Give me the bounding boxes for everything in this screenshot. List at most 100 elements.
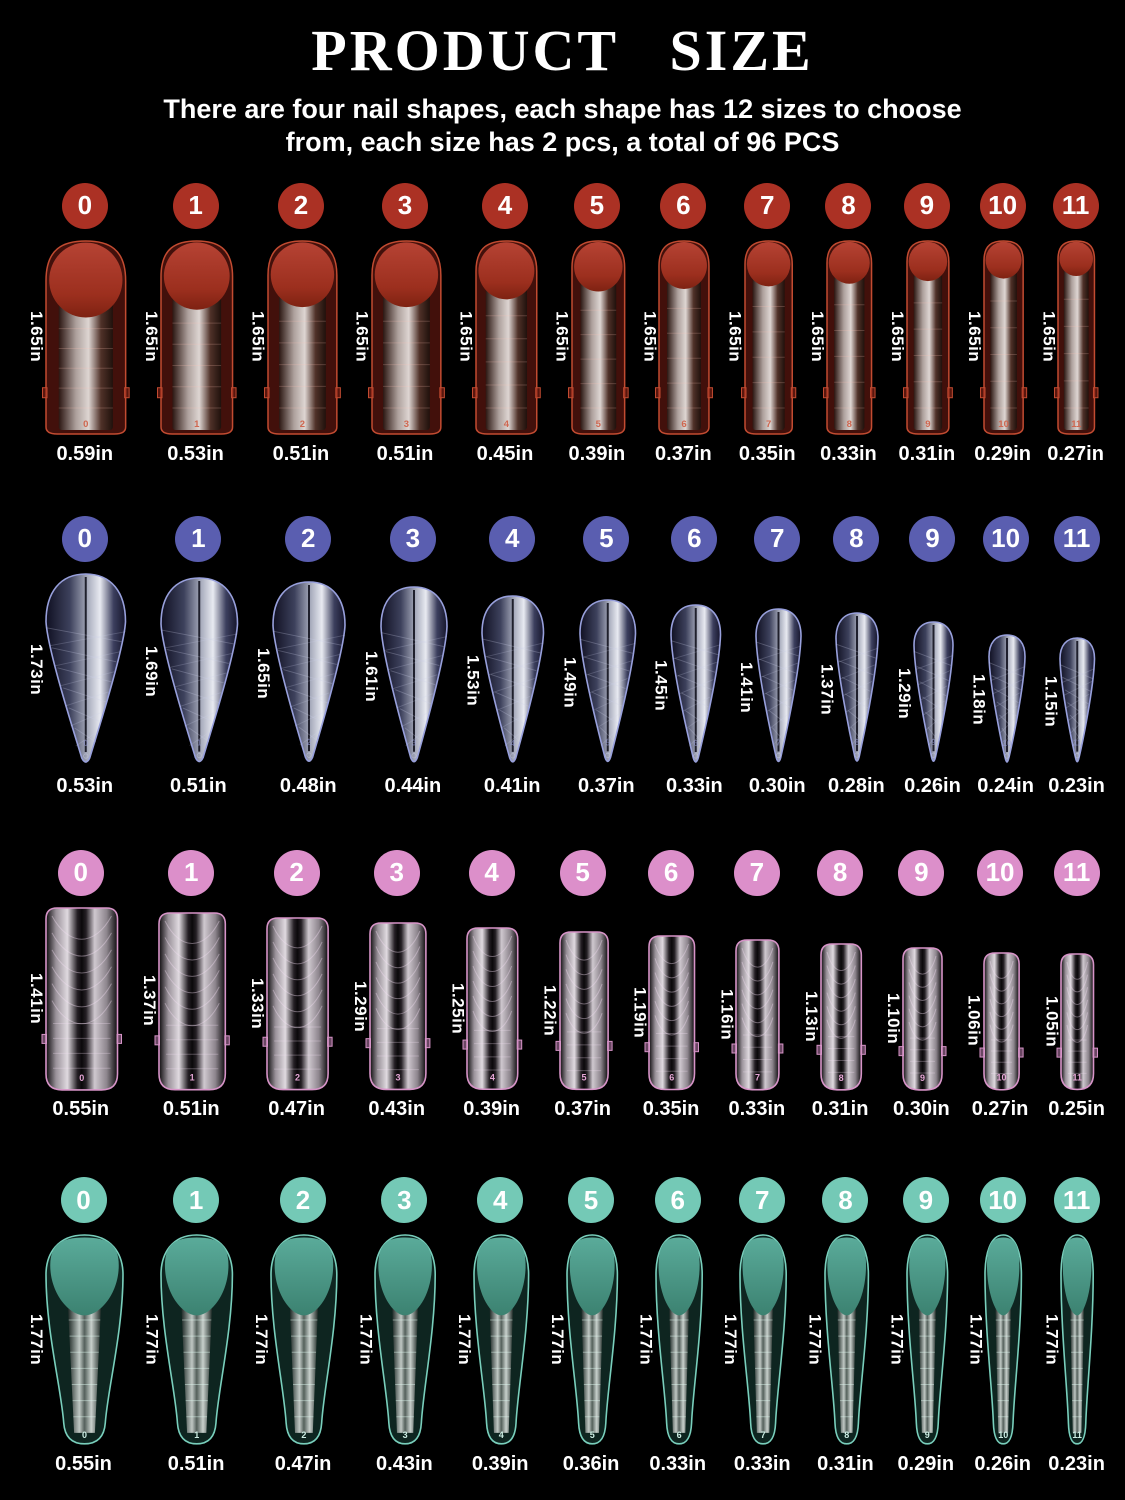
size-column: 10 1.06in 10 0.27in xyxy=(962,849,1028,1122)
size-column: 10 1.65in 10 0.29in xyxy=(962,182,1031,466)
nail-length-label: 1.61in xyxy=(361,650,381,702)
svg-text:11: 11 xyxy=(1073,1072,1083,1082)
nail-length-label: 1.77in xyxy=(1042,1314,1062,1366)
nail-with-length: 1.65in 2 xyxy=(246,239,341,435)
svg-text:11: 11 xyxy=(1073,1430,1083,1440)
square-dual-form-nail-icon: 10 xyxy=(979,951,1024,1091)
svg-text:6: 6 xyxy=(682,419,687,430)
nail-length-label: 1.29in xyxy=(350,980,370,1032)
size-number-badge: 4 xyxy=(468,849,515,896)
round-top-dual-form-nail-icon: 9 xyxy=(902,239,953,435)
stiletto-dual-form-nail-icon: 3 xyxy=(380,586,448,766)
nail-with-length: 1.77in 9 xyxy=(885,1234,948,1446)
nail-width-label: 0.35in xyxy=(738,442,796,465)
svg-text:10: 10 xyxy=(1002,739,1011,748)
svg-text:6: 6 xyxy=(670,1072,675,1082)
nail-with-length: 1.18in 10 xyxy=(967,633,1026,766)
size-column: 2 1.65in 2 0.48in xyxy=(251,515,347,798)
size-column: 11 1.15in 11 0.23in xyxy=(1038,515,1105,798)
size-number-badge: 8 xyxy=(817,849,864,896)
nail-length-label: 1.33in xyxy=(248,978,268,1030)
size-number-badge: 0 xyxy=(61,515,108,562)
size-column: 6 1.65in 6 0.37in xyxy=(637,182,714,466)
round-top-dual-form-nail-icon: 0 xyxy=(42,239,130,435)
nail-length-label: 1.65in xyxy=(725,311,745,363)
size-number-badge: 0 xyxy=(60,1177,107,1224)
size-number-badge: 11 xyxy=(1053,1177,1100,1224)
size-number-badge: 8 xyxy=(825,182,872,229)
nail-width-label: 0.51in xyxy=(376,442,434,465)
nail-with-length: 1.37in 1 xyxy=(137,911,230,1091)
svg-text:10: 10 xyxy=(998,419,1009,430)
nail-with-length: 1.73in 0 xyxy=(24,572,127,766)
svg-text:0: 0 xyxy=(82,1430,87,1440)
nail-with-length: 1.77in 2 xyxy=(249,1234,338,1446)
size-row-round: 0 1.65in 0 0.59in 1 1.65in 1 0.53in 2 1.65in 2 0.51… xyxy=(0,182,1125,466)
nail-width-label: 0.29in xyxy=(897,1453,955,1476)
size-column: 3 1.61in 3 0.44in xyxy=(359,515,448,798)
svg-text:1: 1 xyxy=(197,739,202,748)
stiletto-dual-form-nail-icon: 4 xyxy=(481,594,545,766)
nail-with-length: 1.65in 0 xyxy=(24,239,130,435)
nail-length-label: 1.69in xyxy=(142,646,162,698)
size-row-duck: 0 1.77in 0 0.55in 1 1.77in 1 0.51in 2 1.77in 2 0.47… xyxy=(0,1177,1125,1476)
size-column: 5 1.77in 5 0.36in xyxy=(545,1177,619,1476)
nail-width-label: 0.43in xyxy=(376,1453,433,1476)
size-number-badge: 7 xyxy=(733,849,780,896)
stiletto-dual-form-nail-icon: 8 xyxy=(835,612,880,765)
nail-length-label: 1.06in xyxy=(964,995,984,1047)
size-column: 4 1.25in 4 0.39in xyxy=(445,849,523,1122)
round-top-dual-form-nail-icon: 5 xyxy=(567,239,629,435)
nail-with-length: 1.05in 11 xyxy=(1039,953,1099,1091)
svg-text:9: 9 xyxy=(924,1430,929,1440)
nail-with-length: 1.33in 2 xyxy=(245,917,333,1091)
nail-length-label: 1.77in xyxy=(356,1314,376,1366)
size-column: 2 1.33in 2 0.47in xyxy=(245,849,333,1122)
size-number-badge: 6 xyxy=(660,182,707,229)
svg-text:4: 4 xyxy=(499,1430,504,1440)
nail-with-length: 1.65in 7 xyxy=(723,239,796,435)
nail-length-label: 1.65in xyxy=(248,311,268,363)
page-subtitle: There are four nail shapes, each shape h… xyxy=(0,93,1125,159)
nail-width-label: 0.30in xyxy=(893,1098,950,1121)
size-number-badge: 7 xyxy=(754,515,801,562)
square-dual-form-nail-icon: 6 xyxy=(644,935,700,1091)
stiletto-dual-form-nail-icon: 2 xyxy=(272,581,347,765)
svg-text:5: 5 xyxy=(605,739,610,748)
nail-width-label: 0.33in xyxy=(733,1453,791,1476)
size-column: 4 1.65in 4 0.45in xyxy=(454,182,541,466)
svg-text:0: 0 xyxy=(84,739,89,748)
nail-with-length: 1.41in 0 xyxy=(24,906,122,1091)
stiletto-dual-form-nail-icon: 9 xyxy=(913,621,954,765)
size-number-badge: 4 xyxy=(489,515,536,562)
nail-width-label: 0.51in xyxy=(167,1453,225,1476)
square-dual-form-nail-icon: 3 xyxy=(365,922,431,1091)
nail-length-label: 1.19in xyxy=(630,987,650,1039)
svg-text:5: 5 xyxy=(581,1072,586,1082)
nail-width-label: 0.26in xyxy=(904,774,961,797)
nail-with-length: 1.37in 8 xyxy=(814,612,880,765)
nail-width-label: 0.51in xyxy=(272,442,330,465)
svg-text:5: 5 xyxy=(590,1430,595,1440)
nail-with-length: 1.16in 7 xyxy=(714,939,784,1091)
nail-length-label: 1.18in xyxy=(969,674,989,726)
svg-text:3: 3 xyxy=(403,419,408,430)
nail-length-label: 1.22in xyxy=(540,985,560,1037)
nail-length-label: 1.49in xyxy=(560,657,580,709)
nail-length-label: 1.65in xyxy=(808,311,828,363)
round-top-dual-form-nail-icon: 10 xyxy=(980,239,1028,435)
nail-width-label: 0.37in xyxy=(577,774,635,797)
svg-text:8: 8 xyxy=(855,739,860,748)
size-number-badge: 5 xyxy=(573,182,620,229)
size-column: 9 1.10in 9 0.30in xyxy=(881,849,950,1122)
svg-text:10: 10 xyxy=(999,1430,1009,1440)
square-dual-form-nail-icon: 5 xyxy=(555,931,613,1091)
size-number-badge: 2 xyxy=(273,849,320,896)
subtitle-line-1: There are four nail shapes, each shape h… xyxy=(163,93,962,124)
size-column: 8 1.13in 8 0.31in xyxy=(799,849,868,1122)
size-column: 11 1.77in 11 0.23in xyxy=(1038,1177,1105,1476)
size-column: 4 1.53in 4 0.41in xyxy=(460,515,545,798)
square-dual-form-nail-icon: 8 xyxy=(816,942,866,1091)
svg-text:3: 3 xyxy=(395,1072,400,1082)
size-number-badge: 6 xyxy=(671,515,718,562)
